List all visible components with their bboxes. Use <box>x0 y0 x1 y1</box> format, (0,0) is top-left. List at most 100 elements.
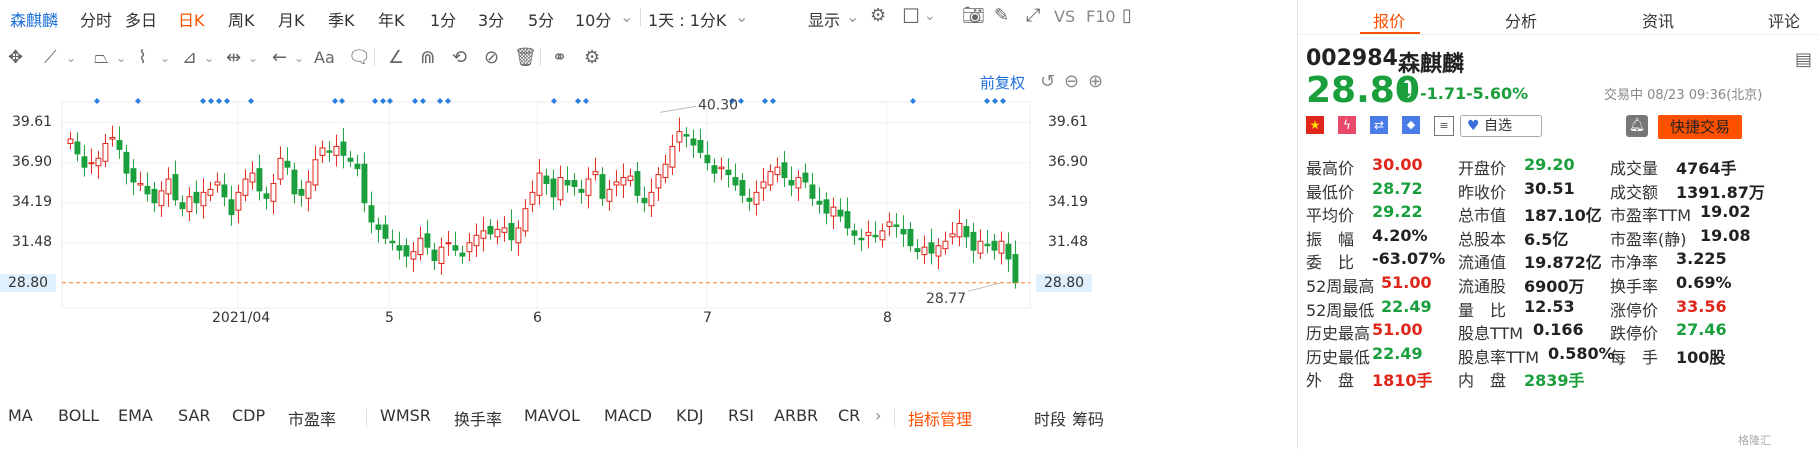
candle-body <box>788 180 795 186</box>
ind-macd[interactable]: MACD <box>604 406 652 425</box>
period-5min[interactable]: 5分 <box>528 11 555 30</box>
trash-icon[interactable]: 🗑︎ <box>514 47 537 68</box>
range-chevron-down-icon[interactable]: ⌄ <box>735 7 749 26</box>
tab-quote[interactable]: 报价 <box>1373 12 1406 31</box>
ind-arbr[interactable]: ARBR <box>774 406 819 425</box>
indicator-manager-button[interactable]: 指标管理 <box>908 410 973 429</box>
panel-toggle-icon[interactable]: ▯ <box>1122 5 1132 26</box>
settings-gear-icon[interactable]: ⚙ <box>870 5 887 26</box>
polyline-chevron-icon[interactable]: ⌄ <box>116 51 127 65</box>
magnet-icon[interactable]: ⋒ <box>420 47 436 68</box>
chips-button[interactable]: 筹码 <box>1072 410 1105 429</box>
ind-cdp[interactable]: CDP <box>232 406 266 425</box>
fullscreen-icon[interactable]: ⤢ <box>1026 5 1041 26</box>
arrow-chevron-icon[interactable]: ⌄ <box>294 51 305 65</box>
stock-name-link[interactable]: 森麒麟 <box>10 11 59 30</box>
ind-mavol[interactable]: MAVOL <box>524 406 580 425</box>
period-1min[interactable]: 1分 <box>430 11 457 30</box>
tag-icon[interactable]: ◆ <box>1402 116 1420 134</box>
margin-icon[interactable]: ϟ <box>1338 116 1356 134</box>
indicator-bar: MA BOLL EMA SAR CDP 市盈率 WMSR 换手率 MAVOL M… <box>0 400 1295 436</box>
alert-bell-icon[interactable]: 🔔︎ <box>1626 115 1648 137</box>
candle-body <box>1005 243 1012 260</box>
period-10min[interactable]: 10分 <box>575 11 612 30</box>
tab-comments[interactable]: 评论 <box>1768 12 1801 31</box>
ind-ema[interactable]: EMA <box>118 406 153 425</box>
wave-chevron-icon[interactable]: ⌄ <box>160 51 171 65</box>
ind-ma[interactable]: MA <box>8 406 33 425</box>
range-measure-icon[interactable]: ⇹ <box>226 47 242 68</box>
ind-cr[interactable]: CR <box>838 406 861 425</box>
scroll-right-chevron-icon[interactable]: › <box>875 406 882 425</box>
candle-body <box>326 150 333 153</box>
zoom-in-icon[interactable]: ⊕ <box>1088 71 1104 92</box>
hide-icon[interactable]: ⊘ <box>484 47 500 68</box>
max-leader-line <box>659 105 697 113</box>
line-segment-icon[interactable]: ⟋ <box>44 47 57 68</box>
range-select[interactable]: 1天 : 1分K <box>648 11 727 30</box>
polyline-icon[interactable]: ⏢ <box>94 47 109 68</box>
candle-body <box>137 182 144 186</box>
event-marker <box>412 98 418 104</box>
period-quarterly[interactable]: 季K <box>328 11 355 30</box>
y-tick: 39.61 <box>12 113 53 130</box>
color-box-icon[interactable]: ☐ <box>902 4 920 28</box>
line-chevron-icon[interactable]: ⌄ <box>66 51 77 65</box>
quick-trade-button[interactable]: 快捷交易 <box>1658 115 1742 139</box>
camera-icon[interactable]: 📷︎ <box>962 5 985 26</box>
text-tool-icon[interactable]: Aa <box>314 48 335 67</box>
ind-wmsr[interactable]: WMSR <box>380 406 431 425</box>
wave-icon[interactable]: ⌇ <box>138 47 147 68</box>
watchlist-button[interactable]: ♥ 自选 <box>1460 115 1542 137</box>
candle-body <box>1012 254 1019 284</box>
period-multiday[interactable]: 多日 <box>125 11 158 30</box>
ind-kdj[interactable]: KDJ <box>676 406 704 425</box>
ind-pe[interactable]: 市盈率 <box>288 410 337 429</box>
sync-icon[interactable]: ⟲ <box>452 47 468 68</box>
period-more-chevron-icon[interactable]: ⌄ <box>620 7 634 26</box>
link-icon[interactable]: ⚭ <box>552 47 568 68</box>
info-icon[interactable]: ▤ <box>1795 49 1813 70</box>
period-yearly[interactable]: 年K <box>378 11 405 30</box>
period-daily[interactable]: 日K <box>178 11 205 30</box>
draw-settings-gear-icon[interactable]: ⚙ <box>584 47 601 68</box>
notes-icon[interactable]: ≡ <box>1434 116 1454 136</box>
stat-value: 28.72 <box>1372 178 1423 198</box>
f10-button[interactable]: F10 <box>1086 7 1116 26</box>
period-monthly[interactable]: 月K <box>278 11 305 30</box>
display-menu[interactable]: 显示 <box>808 11 841 30</box>
candle-body <box>256 168 263 192</box>
y-tick: 39.61 <box>1048 113 1089 130</box>
candle-body <box>893 224 900 227</box>
move-cross-icon[interactable]: ✥ <box>8 47 24 68</box>
connect-icon[interactable]: ⇄ <box>1370 116 1388 134</box>
period-3min[interactable]: 3分 <box>478 11 505 30</box>
undo-icon[interactable]: ↺ <box>1040 71 1056 92</box>
kline-chart[interactable]: 前复权 ↺ ⊖ ⊕ 40.30 28.77 39.61 36.90 34.19 31.4… <box>0 72 1295 382</box>
fib-icon[interactable]: ⊿ <box>182 47 198 68</box>
ind-sar[interactable]: SAR <box>178 406 211 425</box>
measure-chevron-icon[interactable]: ⌄ <box>248 51 259 65</box>
fib-chevron-icon[interactable]: ⌄ <box>204 51 215 65</box>
watchlist-label: 自选 <box>1484 118 1513 134</box>
stat-label: 52周最高 <box>1306 277 1375 296</box>
candle-body <box>277 157 284 180</box>
stat-label: 振 幅 <box>1306 229 1355 249</box>
arrow-left-icon[interactable]: ← <box>272 47 288 68</box>
zoom-out-icon[interactable]: ⊖ <box>1064 71 1080 92</box>
tab-news[interactable]: 资讯 <box>1642 12 1675 31</box>
color-chevron-down-icon[interactable]: ⌄ <box>924 8 936 24</box>
display-chevron-down-icon[interactable]: ⌄ <box>846 7 860 26</box>
session-button[interactable]: 时段 <box>1034 410 1067 429</box>
ind-boll[interactable]: BOLL <box>58 406 100 425</box>
period-fenshi[interactable]: 分时 <box>80 11 113 30</box>
vs-button[interactable]: VS <box>1054 7 1076 26</box>
adjust-mode-link[interactable]: 前复权 <box>980 74 1026 92</box>
ind-rsi[interactable]: RSI <box>728 406 754 425</box>
pencil-icon[interactable]: ✎ <box>994 5 1010 26</box>
tab-analysis[interactable]: 分析 <box>1505 12 1538 31</box>
angle-icon[interactable]: ∠ <box>388 47 405 68</box>
period-weekly[interactable]: 周K <box>228 11 255 30</box>
comment-icon[interactable]: 🗨︎ <box>348 47 371 68</box>
ind-turnover[interactable]: 换手率 <box>454 410 503 429</box>
